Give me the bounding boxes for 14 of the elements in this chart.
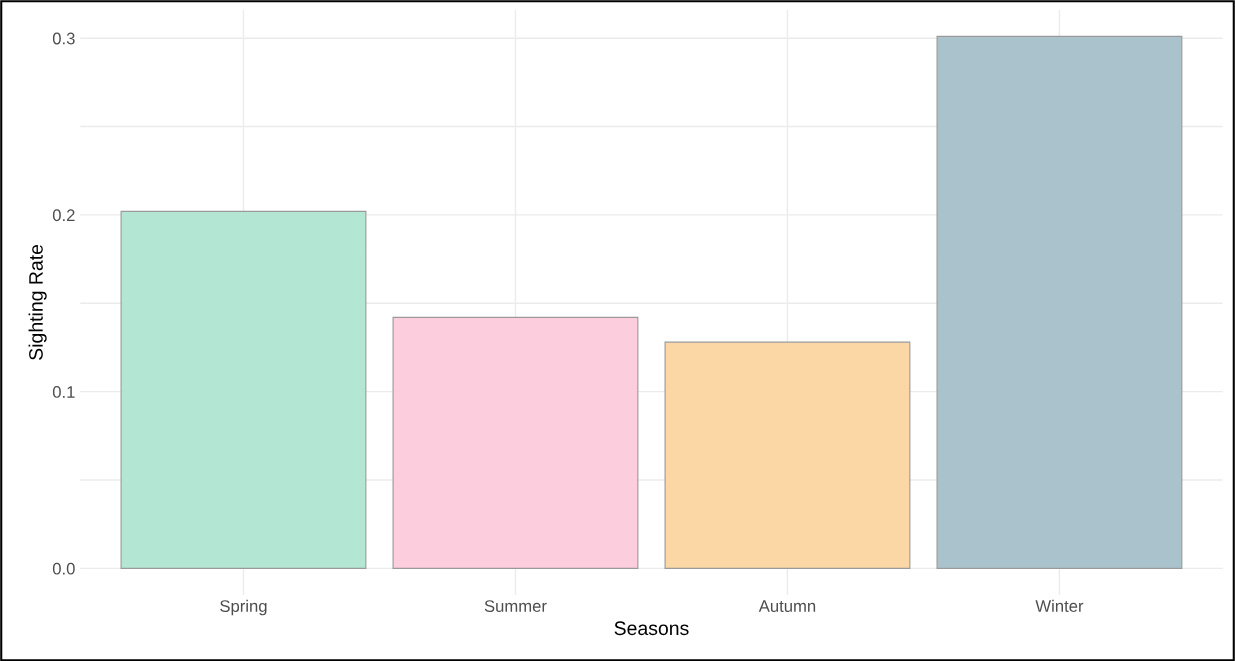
x-tick-label: Autumn (758, 600, 816, 612)
y-tick-label: 0.3 (52, 32, 75, 45)
bar (120, 210, 367, 569)
bar (936, 35, 1183, 569)
x-tick-label: Spring (220, 599, 267, 616)
y-tick-label: 0.1 (52, 386, 75, 398)
y-axis-title: Sighting Rate (28, 244, 47, 360)
y-tick-label: 0.0 (52, 562, 75, 575)
bar (664, 341, 911, 569)
y-tick-label: 0.2 (52, 209, 75, 222)
x-axis-title: Seasons (614, 621, 689, 636)
bar (392, 316, 639, 569)
x-tick-label: Winter (1035, 599, 1084, 612)
x-tick-label: Summer (484, 600, 547, 612)
